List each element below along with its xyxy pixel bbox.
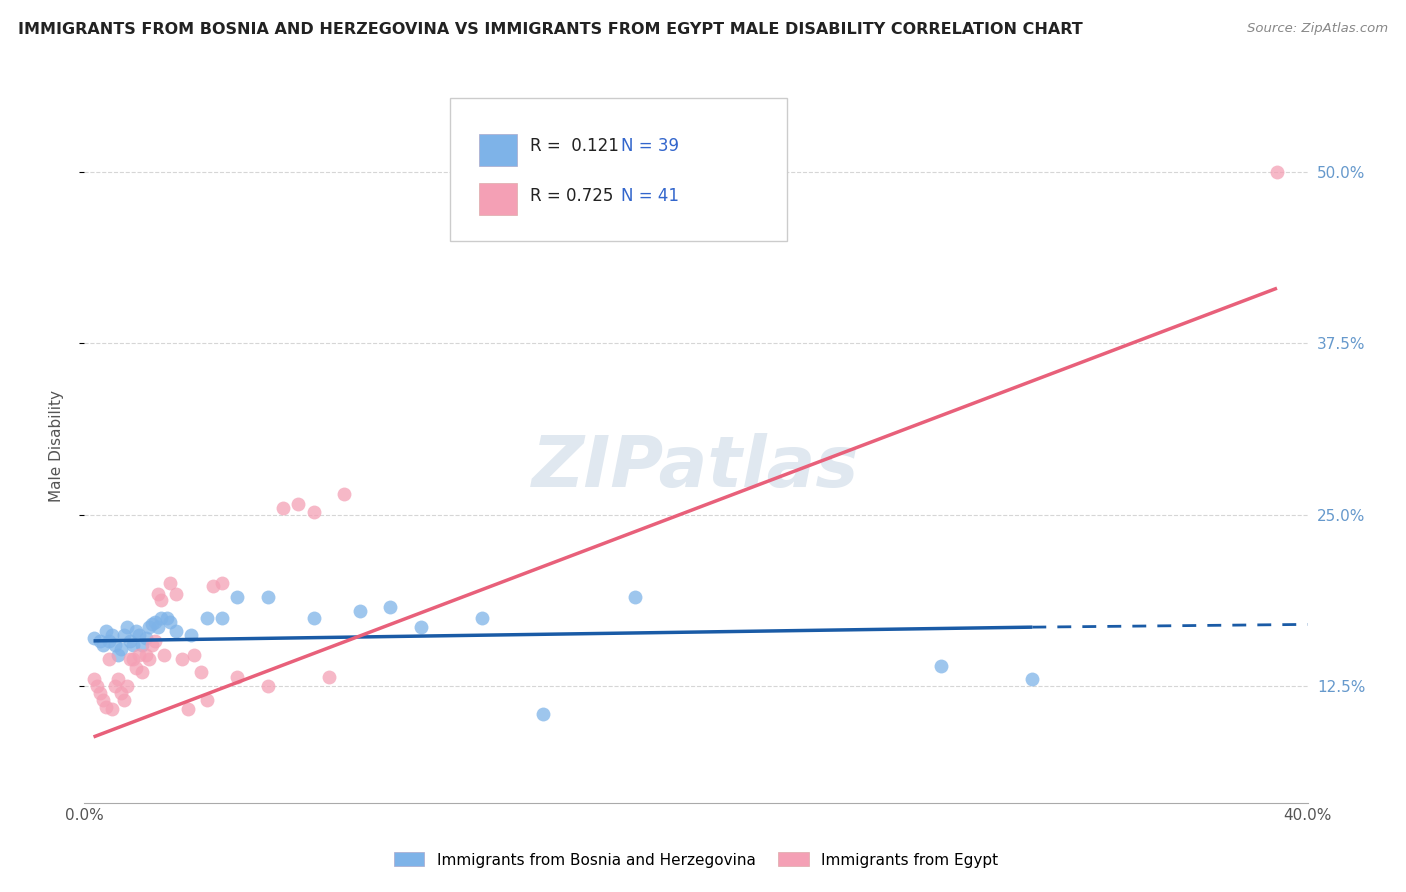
Point: [380, 599, 402, 614]
Point: [287, 497, 309, 511]
Point: [143, 615, 166, 629]
Point: [122, 638, 145, 652]
Legend: Immigrants from Bosnia and Herzegovina, Immigrants from Egypt: Immigrants from Bosnia and Herzegovina, …: [388, 847, 1004, 873]
Point: [128, 628, 150, 642]
Point: [86, 679, 108, 693]
Point: [257, 679, 280, 693]
Point: [146, 620, 169, 634]
Point: [91, 693, 114, 707]
Point: [125, 624, 148, 639]
Point: [211, 576, 233, 591]
Point: [1265, 164, 1288, 178]
Point: [128, 648, 150, 662]
Point: [112, 628, 135, 642]
Point: [104, 638, 127, 652]
Text: ZIPatlas: ZIPatlas: [533, 433, 859, 502]
Text: R = 0.725: R = 0.725: [530, 187, 613, 205]
Point: [141, 638, 163, 652]
Point: [211, 610, 233, 624]
Point: [149, 592, 172, 607]
Point: [138, 620, 160, 634]
Point: [349, 604, 371, 618]
Point: [146, 587, 169, 601]
Point: [120, 651, 142, 665]
Point: [201, 579, 224, 593]
Point: [1021, 673, 1043, 687]
Point: [159, 615, 181, 629]
Text: IMMIGRANTS FROM BOSNIA AND HERZEGOVINA VS IMMIGRANTS FROM EGYPT MALE DISABILITY : IMMIGRANTS FROM BOSNIA AND HERZEGOVINA V…: [18, 22, 1083, 37]
Point: [101, 702, 124, 716]
Point: [135, 648, 157, 662]
Point: [94, 699, 117, 714]
Point: [101, 628, 124, 642]
Point: [91, 638, 114, 652]
Point: [531, 706, 554, 721]
Point: [104, 679, 127, 693]
Text: R =  0.121: R = 0.121: [530, 137, 619, 155]
Point: [409, 620, 432, 634]
Y-axis label: Male Disability: Male Disability: [49, 390, 63, 502]
Point: [177, 702, 200, 716]
Point: [180, 628, 202, 642]
Point: [183, 648, 205, 662]
Point: [89, 633, 111, 648]
Point: [333, 487, 356, 501]
Point: [257, 590, 280, 604]
Point: [138, 651, 160, 665]
Point: [165, 624, 187, 639]
Point: [226, 590, 249, 604]
Point: [115, 620, 138, 634]
Point: [83, 631, 105, 645]
Point: [195, 693, 218, 707]
Point: [110, 642, 132, 657]
Point: [153, 648, 176, 662]
Point: [131, 638, 153, 652]
Point: [271, 500, 294, 515]
Point: [624, 590, 647, 604]
Point: [107, 648, 129, 662]
Point: [94, 624, 117, 639]
Point: [120, 633, 142, 648]
Point: [195, 610, 218, 624]
Point: [156, 610, 179, 624]
Point: [141, 617, 163, 632]
Text: N = 39: N = 39: [621, 137, 679, 155]
Point: [302, 610, 325, 624]
Point: [107, 673, 129, 687]
Text: N = 41: N = 41: [621, 187, 679, 205]
Point: [112, 693, 135, 707]
Point: [83, 673, 105, 687]
Point: [143, 633, 166, 648]
Point: [97, 633, 120, 648]
Point: [131, 665, 153, 680]
Point: [159, 576, 181, 591]
Point: [89, 686, 111, 700]
Point: [135, 631, 157, 645]
Point: [110, 686, 132, 700]
Point: [115, 679, 138, 693]
Point: [302, 505, 325, 519]
Point: [318, 669, 340, 683]
Point: [226, 669, 249, 683]
Point: [165, 587, 187, 601]
Point: [190, 665, 212, 680]
Point: [471, 610, 494, 624]
Point: [97, 651, 120, 665]
Point: [125, 661, 148, 675]
Point: [149, 610, 172, 624]
Point: [122, 651, 145, 665]
Text: Source: ZipAtlas.com: Source: ZipAtlas.com: [1247, 22, 1388, 36]
Point: [929, 658, 952, 673]
Point: [172, 651, 194, 665]
